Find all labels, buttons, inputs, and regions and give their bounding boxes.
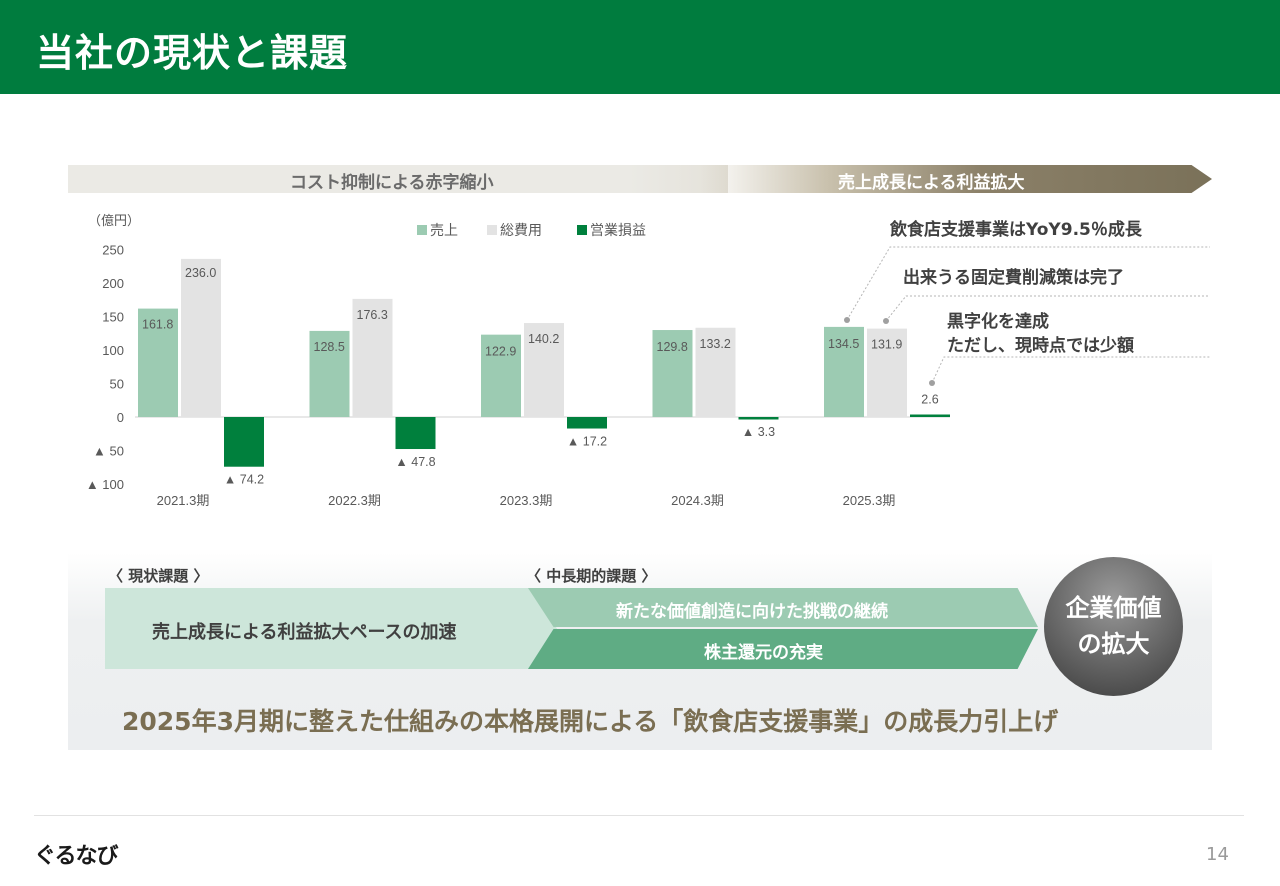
y-tick-label: ▲ 100 — [86, 477, 124, 492]
x-category-label: 2024.3期 — [671, 493, 724, 508]
footer-divider — [34, 815, 1244, 816]
mid-issue-text-top: 新たな価値創造に向けた挑戦の継続 — [616, 602, 888, 622]
bar — [567, 417, 607, 429]
x-category-label: 2025.3期 — [843, 493, 896, 508]
value-circle-line2: の拡大 — [1077, 630, 1150, 658]
bar — [824, 326, 864, 417]
data-label: 128.5 — [314, 340, 345, 354]
y-tick-label: 0 — [117, 410, 124, 425]
data-label: 161.8 — [142, 318, 173, 332]
mid-issue-label: 〈 中長期的課題 〉 — [526, 567, 657, 585]
annotation-profit-line2: ただし、現時点では少額 — [947, 336, 1134, 356]
banner-right-label: 売上成長による利益拡大 — [838, 173, 1025, 193]
legend-label: 営業損益 — [590, 222, 646, 238]
legend-label: 総費用 — [500, 222, 542, 238]
leader-line-cost-cut — [885, 295, 1210, 322]
page-title: 当社の現状と課題 — [36, 31, 349, 75]
bar — [138, 308, 178, 417]
value-circle-line1: 企業価値 — [1065, 594, 1162, 622]
x-category-label: 2022.3期 — [328, 493, 381, 508]
y-tick-label: 150 — [102, 310, 124, 325]
y-tick-label: 250 — [102, 243, 124, 258]
bar — [395, 417, 436, 450]
legend-label: 売上 — [430, 222, 458, 238]
bar — [910, 414, 950, 417]
banner-left-label: コスト抑制による赤字縮小 — [290, 173, 494, 193]
current-issue-label: 〈 現状課題 〉 — [108, 567, 209, 585]
header-bar: 当社の現状と課題 — [0, 0, 1280, 94]
x-category-label: 2023.3期 — [500, 493, 553, 508]
annotation-growth: 飲食店支援事業はYoY9.5％成長 — [890, 220, 1142, 240]
data-label: ▲ 3.3 — [742, 425, 775, 439]
bar — [652, 330, 693, 417]
mid-issue-box-top — [528, 588, 1038, 627]
gurunavi-logo: ぐるなび — [34, 844, 119, 869]
leader-dot-profit — [929, 380, 935, 386]
data-label: 131.9 — [871, 338, 902, 352]
legend-swatch — [487, 225, 497, 235]
y-tick-label: ▲ 50 — [93, 444, 124, 459]
y-tick-label: 100 — [102, 343, 124, 358]
bar — [867, 328, 907, 417]
annotation-profit-line1: 黒字化を達成 — [947, 312, 1049, 332]
performance-chart: （億円） 250 200 150 100 50 0 ▲ 50 ▲ 100 売上 総費用 営業損益 161… — [86, 213, 1210, 508]
bar — [309, 330, 350, 417]
annotation-cost-cut: 出来うる固定費削減策は完了 — [903, 268, 1124, 288]
bar — [181, 258, 221, 417]
leader-dot-cost-cut — [883, 318, 889, 324]
value-circle — [1044, 557, 1183, 696]
y-tick-label: 50 — [110, 377, 124, 392]
data-label: 133.2 — [700, 337, 731, 351]
bar — [524, 323, 564, 417]
bar — [738, 417, 779, 420]
legend-swatch — [417, 225, 427, 235]
bar — [224, 417, 264, 467]
bar — [352, 298, 393, 417]
x-category-label: 2021.3期 — [157, 493, 210, 508]
leader-dot-growth — [844, 317, 850, 323]
current-issue-text: 売上成長による利益拡大ペースの加速 — [152, 622, 457, 643]
bar — [695, 327, 736, 417]
data-label: 176.3 — [357, 308, 388, 322]
data-label: 129.8 — [657, 340, 688, 354]
bar — [481, 334, 521, 417]
bottom-message: 2025年3月期に整えた仕組みの本格展開による「飲食店支援事業」の成長力引上げ — [122, 707, 1059, 736]
data-label: ▲ 74.2 — [224, 473, 264, 487]
data-label: 122.9 — [485, 345, 516, 359]
y-tick-label: 200 — [102, 276, 124, 291]
mid-issue-text-bottom: 株主還元の充実 — [704, 643, 823, 663]
data-label: 140.2 — [528, 332, 559, 346]
value-circle-text: 企業価値 の拡大 — [1044, 590, 1183, 662]
data-label: 134.5 — [828, 337, 859, 351]
banner-right-arrow — [700, 165, 1212, 193]
banner-left — [68, 165, 728, 193]
y-unit-label: （億円） — [88, 213, 140, 228]
data-label: 236.0 — [185, 266, 216, 280]
leader-line-growth — [846, 246, 1210, 321]
legend-swatch — [577, 225, 587, 235]
mid-issue-box-bottom — [528, 629, 1038, 669]
leader-line-profit — [931, 356, 1210, 384]
page-number: 14 — [1206, 844, 1229, 865]
current-issue-box — [105, 588, 557, 669]
data-label: ▲ 17.2 — [567, 435, 607, 449]
data-label: 2.6 — [921, 392, 938, 406]
data-label: ▲ 47.8 — [395, 455, 435, 469]
